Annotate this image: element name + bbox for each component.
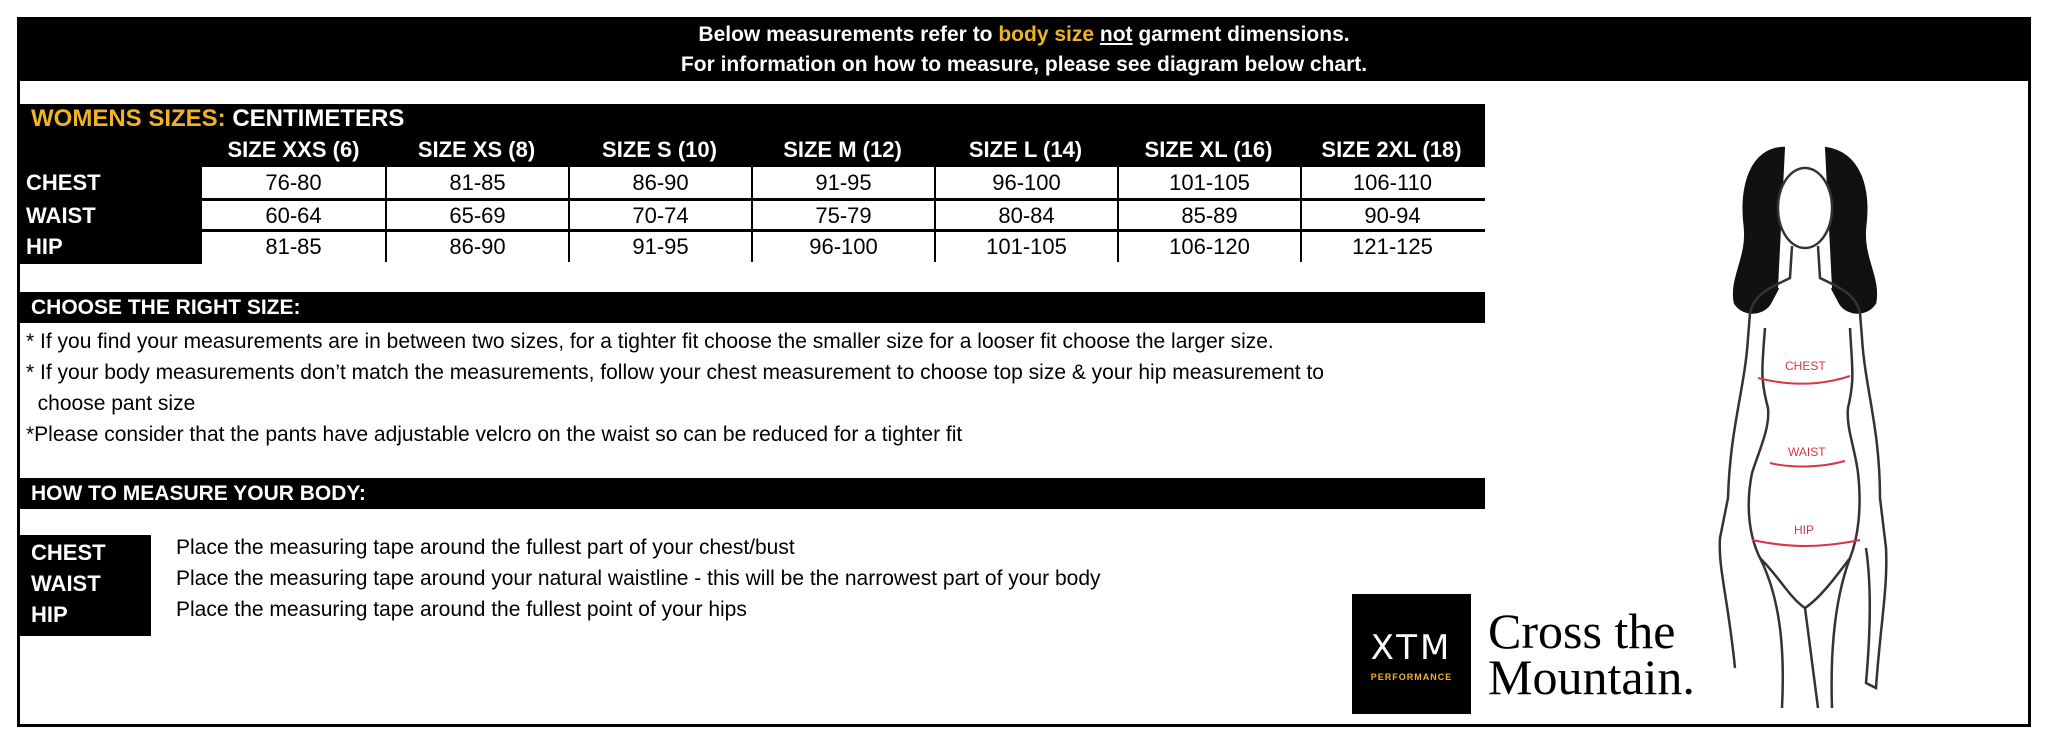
table-cell: 91-95 [751,167,934,198]
tagline-2: Mountain. [1488,649,1695,705]
tagline: Cross the Mountain. [1488,603,1695,705]
measure-text-chest: Place the measuring tape around the full… [176,536,795,559]
table-cell: 101-105 [1117,167,1300,198]
column-header: SIZE M (12) [783,137,902,162]
table-cell: 90-94 [1300,200,1483,231]
figure-label-hip: HIP [1794,523,1814,537]
table-cell: 70-74 [568,200,751,231]
tip-2-cont: choose pant size [26,392,196,415]
table-cell: 91-95 [568,231,751,262]
figure-label-chest: CHEST [1785,359,1826,373]
table-cell: 106-120 [1117,231,1300,262]
row-label: CHEST [26,170,101,195]
table-title: WOMENS SIZES: CENTIMETERS [17,104,1485,134]
tip-1: * If you find your measurements are in b… [26,330,1274,353]
column-header: SIZE L (14) [968,137,1083,162]
row-divider [202,198,1485,201]
table-cell: 101-105 [934,231,1117,262]
table-cell: 76-80 [265,170,322,195]
notice-highlight: body size [998,23,1095,46]
logo-mark: XTM [1370,628,1453,668]
column-header: SIZE XL (16) [1144,137,1273,162]
title-gold: WOMENS SIZES: [31,105,226,132]
column-header: SIZE 2XL (18) [1321,137,1462,162]
table-cell: 96-100 [934,167,1117,198]
measure-label-waist: WAIST [31,571,101,596]
column-header: SIZE XXS (6) [227,137,360,162]
notice-text: Below measurements refer to [698,23,999,46]
table-cell: 75-79 [751,200,934,231]
table-header [17,133,1485,167]
logo-sub: PERFORMANCE [1370,672,1453,682]
table-cell: 81-85 [385,167,568,198]
notice-line-2: For information on how to measure, pleas… [680,53,1368,76]
xtm-logo: XTM PERFORMANCE [1352,594,1471,714]
tip-2: * If your body measurements don’t match … [26,361,1324,384]
notice-underline: not [1099,23,1133,46]
row-label: WAIST [26,203,96,228]
table-cell: 65-69 [385,200,568,231]
table-cell: 96-100 [751,231,934,262]
figure-label-waist: WAIST [1788,445,1826,459]
measure-text-hip: Place the measuring tape around the full… [176,598,747,621]
table-cell: 60-64 [265,203,322,228]
table-cell: 86-90 [385,231,568,262]
choose-size-heading: CHOOSE THE RIGHT SIZE: [17,292,1485,323]
tip-3: *Please consider that the pants have adj… [26,423,963,446]
measure-text-waist: Place the measuring tape around your nat… [176,567,1101,590]
row-divider [202,229,1485,232]
measure-label-block [17,535,151,636]
table-cell: 85-89 [1117,200,1300,231]
table-cell: 80-84 [934,200,1117,231]
table-cell: 121-125 [1300,231,1483,262]
table-cell: 86-90 [568,167,751,198]
title-unit: CENTIMETERS [225,105,405,132]
column-header: SIZE S (10) [602,137,717,162]
row-label: HIP [26,234,63,259]
body-diagram-figure: CHEST WAIST HIP [1718,146,1888,708]
notice-banner: Below measurements refer to body size no… [17,17,2031,81]
table-cell: 106-110 [1300,167,1483,198]
row-label-column [17,167,202,264]
measure-label-chest: CHEST [31,540,106,565]
tagline-1: Cross the [1488,603,1676,659]
table-cell: 81-85 [265,234,322,259]
how-to-measure-heading: HOW TO MEASURE YOUR BODY: [17,478,1485,509]
column-header: SIZE XS (8) [417,137,536,162]
measure-label-hip: HIP [31,602,68,627]
notice-text-end: garment dimensions. [1132,23,1350,46]
